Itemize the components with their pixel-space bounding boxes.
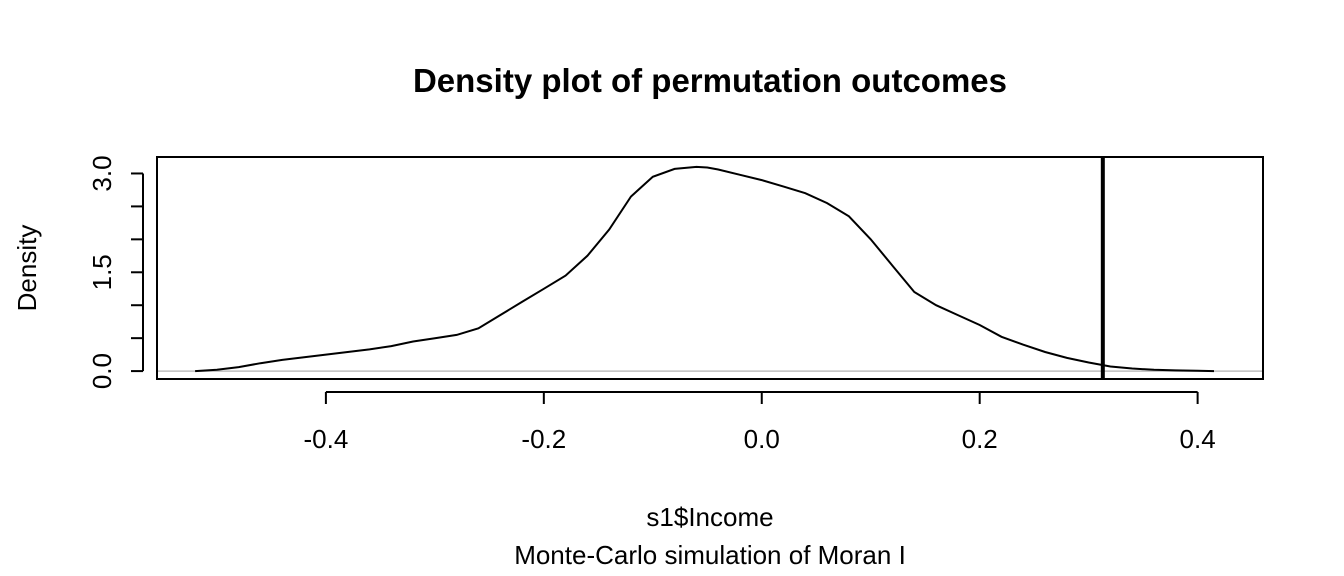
x-tick-label: 0.4: [1180, 424, 1216, 454]
y-tick-label: 1.5: [87, 254, 117, 290]
y-axis-label: Density: [12, 225, 42, 312]
y-tick-label: 0.0: [87, 353, 117, 389]
x-axis-sublabel: Monte-Carlo simulation of Moran I: [514, 540, 906, 570]
chart-title: Density plot of permutation outcomes: [413, 62, 1007, 99]
x-tick-label: 0.0: [744, 424, 780, 454]
y-axis: 0.0 1.5 3.0: [87, 155, 144, 389]
x-axis-label: s1$Income: [646, 502, 773, 532]
density-curve: [195, 165, 1215, 373]
x-axis: -0.4 -0.2 0.0 0.2 0.4: [303, 391, 1216, 454]
x-tick-label: 0.2: [962, 424, 998, 454]
y-tick-label: 3.0: [87, 155, 117, 191]
x-tick-label: -0.4: [303, 424, 348, 454]
x-tick-label: -0.2: [521, 424, 566, 454]
plot-frame: [156, 156, 1264, 380]
